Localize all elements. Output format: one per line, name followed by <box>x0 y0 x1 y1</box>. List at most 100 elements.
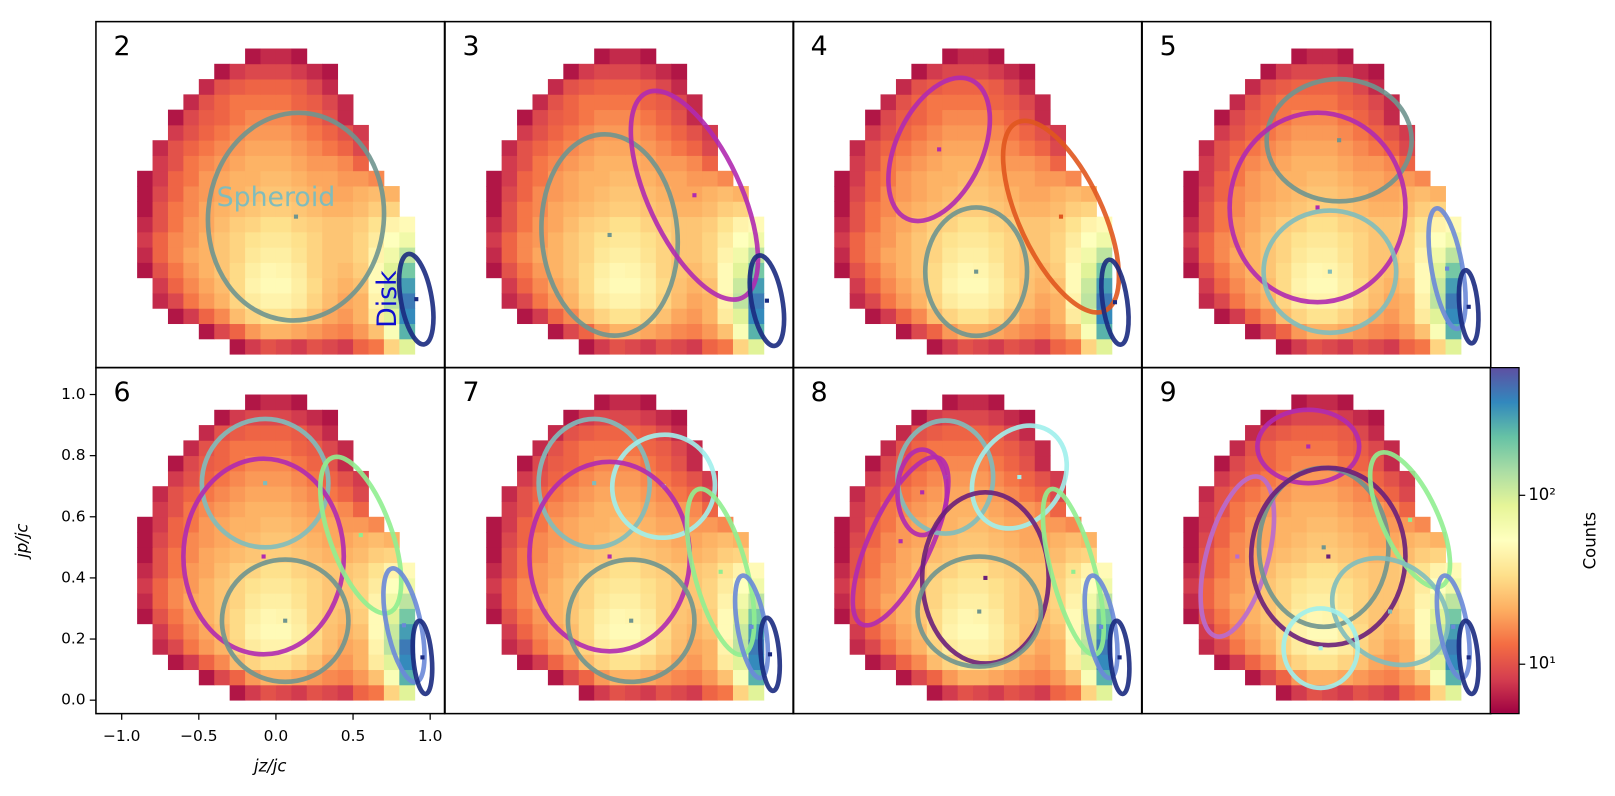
hist-cell <box>137 216 153 233</box>
hist-cell <box>594 577 611 594</box>
hist-cell <box>957 247 974 263</box>
hist-cell <box>942 48 959 65</box>
hist-cell <box>1214 155 1231 172</box>
hist-cell <box>353 562 369 579</box>
hist-cell <box>1368 293 1385 309</box>
hist-cell <box>1065 231 1082 248</box>
hist-cell <box>609 94 626 111</box>
hist-cell <box>655 654 672 671</box>
hist-cell <box>183 186 200 202</box>
hist-cell <box>1414 262 1431 279</box>
hist-cell <box>152 577 169 594</box>
hist-cell <box>609 109 626 126</box>
hist-cell <box>291 394 308 411</box>
hist-cell <box>306 409 323 426</box>
hist-cell <box>640 216 657 233</box>
hist-cell <box>1306 409 1323 426</box>
hist-cell <box>1322 440 1338 457</box>
hist-cell <box>275 394 292 411</box>
hist-cell <box>532 293 549 309</box>
hist-cell <box>260 186 277 202</box>
hist-cell <box>1065 186 1082 202</box>
hist-cell <box>1337 547 1354 564</box>
hist-cell <box>1306 593 1323 609</box>
hist-cell <box>1034 231 1051 248</box>
hist-cell <box>594 140 611 156</box>
hist-cell <box>1229 532 1246 548</box>
hist-cell <box>245 48 261 65</box>
hist-cell <box>245 577 261 594</box>
hist-cell <box>1322 247 1338 263</box>
hist-cell <box>353 608 369 625</box>
hist-cell <box>291 409 308 426</box>
hist-cell <box>517 186 533 202</box>
hist-cell <box>957 623 974 640</box>
hist-cell <box>748 338 765 355</box>
hist-cell <box>942 684 959 701</box>
hist-cell <box>1291 140 1308 156</box>
hist-cell <box>849 155 866 172</box>
hist-cell <box>1383 201 1400 218</box>
hist-cell <box>1245 79 1261 95</box>
hist-cell <box>849 516 866 533</box>
hist-cell <box>183 247 200 263</box>
hist-cell <box>306 593 323 609</box>
component-center <box>718 569 723 574</box>
hist-cell <box>880 94 897 111</box>
hist-cell <box>260 201 277 218</box>
hist-cell <box>383 308 400 325</box>
hist-cell <box>1096 277 1113 294</box>
hist-cell <box>988 231 1005 248</box>
hist-cell <box>1183 216 1200 233</box>
hist-cell <box>957 277 974 294</box>
hist-cell <box>1291 231 1308 248</box>
hist-cell <box>1383 216 1400 233</box>
hist-cell <box>306 684 323 701</box>
hist-cell <box>167 186 184 202</box>
hist-cell <box>895 608 912 625</box>
hist-cell <box>260 323 277 340</box>
component-center <box>1387 609 1393 614</box>
hist-cell <box>942 669 959 686</box>
hist-cell <box>1275 247 1292 263</box>
hist-cell <box>1353 94 1369 111</box>
hist-cell <box>532 124 549 141</box>
hist-cell <box>245 140 261 156</box>
hist-cell <box>260 63 277 80</box>
hist-cell <box>1034 277 1051 294</box>
component-ellipse <box>969 423 1070 531</box>
hist-cell <box>1353 262 1369 279</box>
hist-cell <box>1198 201 1215 218</box>
hist-cell <box>865 562 881 579</box>
hist-cell <box>383 669 400 686</box>
hist-cell <box>167 262 184 279</box>
hist-cell <box>1322 155 1338 172</box>
hist-cell <box>167 501 184 518</box>
hist-cell <box>245 394 261 411</box>
component-center <box>592 481 597 486</box>
hist-cell <box>880 440 897 457</box>
hist-cell <box>152 186 169 202</box>
hist-cell <box>137 170 153 187</box>
hist-cell <box>1003 231 1020 248</box>
hist-cell <box>1229 94 1246 111</box>
hist-cell <box>594 516 611 533</box>
hist-cell <box>1019 409 1036 426</box>
hist-cell <box>1065 247 1082 263</box>
hist-cell <box>198 277 215 294</box>
hist-cell <box>260 155 277 172</box>
hist-cell <box>988 109 1005 126</box>
hist-cell <box>1399 293 1416 309</box>
hist-cell <box>547 308 564 325</box>
hist-cell <box>1050 186 1067 202</box>
hist-cell <box>717 170 734 187</box>
hist-cell <box>1368 109 1385 126</box>
component-center <box>420 655 425 660</box>
hist-cell <box>167 577 184 594</box>
hist-cell <box>198 94 215 111</box>
hist-cell <box>609 262 626 279</box>
hist-cell <box>501 277 518 294</box>
hist-cell <box>1214 277 1231 294</box>
hist-cell <box>1368 669 1385 686</box>
hist-cell <box>1214 308 1231 325</box>
